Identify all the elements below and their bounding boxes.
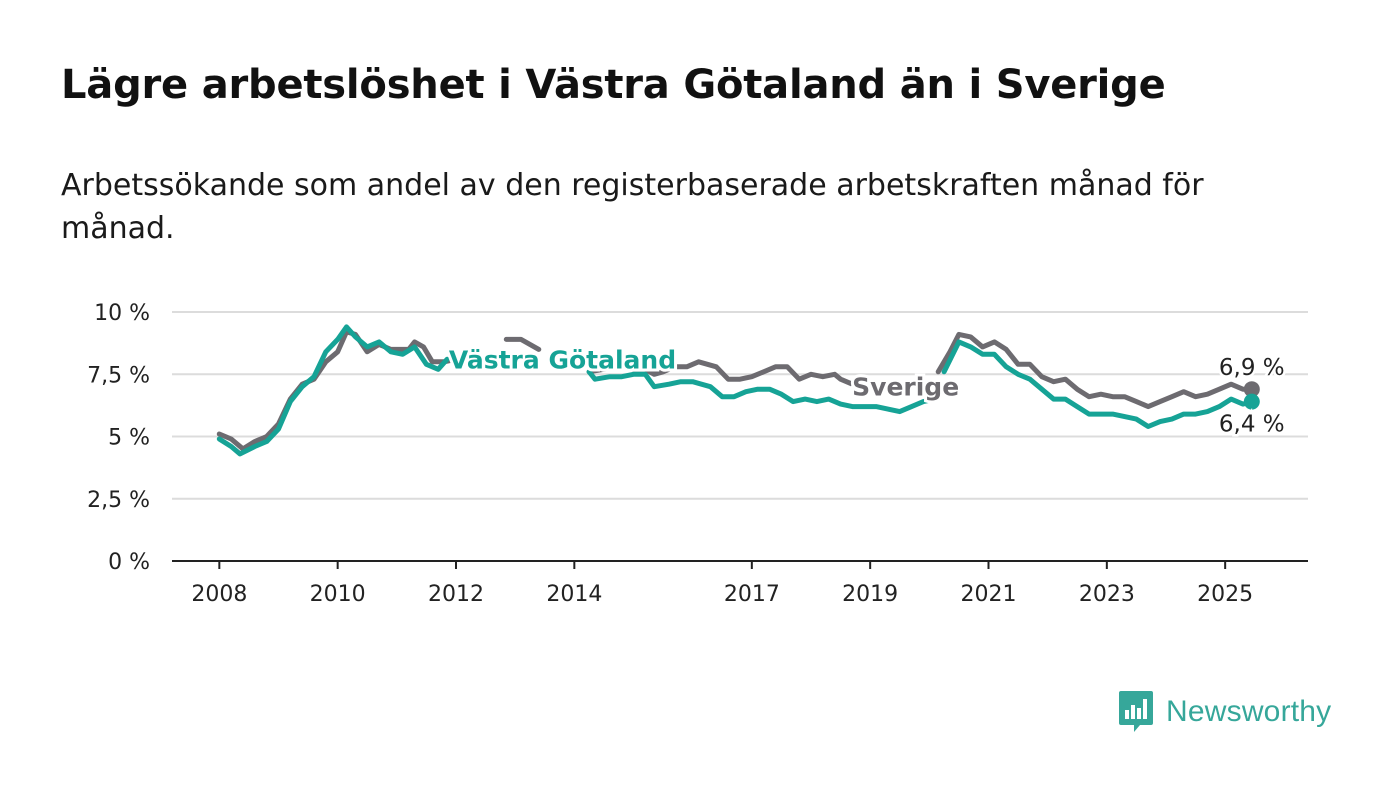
chart-subtitle: Arbetssökande som andel av den registerb… — [61, 168, 1204, 246]
y-tick-label: 7,5 % — [87, 363, 150, 388]
chart-title: Lägre arbetslöshet i Västra Götaland än … — [61, 62, 1166, 108]
series-inline-label: Västra Götaland — [449, 345, 676, 374]
x-tick-label: 2008 — [191, 582, 247, 607]
y-tick-label: 0 % — [108, 550, 150, 575]
y-tick-label: 2,5 % — [87, 488, 150, 513]
end-value-label: 6,9 % — [1219, 355, 1285, 381]
newsworthy-logo-icon — [1119, 691, 1153, 732]
series-line-sverige — [216, 329, 459, 452]
end-value-label: 6,4 % — [1219, 412, 1285, 438]
series-line-sverige — [935, 331, 1255, 410]
newsworthy-brand: Newsworthy — [1118, 690, 1331, 734]
x-tick-label: 2025 — [1197, 582, 1253, 607]
end-point-marker — [1243, 393, 1260, 410]
y-tick-label: 10 % — [94, 301, 150, 326]
x-tick-label: 2012 — [428, 582, 484, 607]
series-inline-label: Sverige — [852, 373, 959, 402]
x-tick-label: 2010 — [310, 582, 366, 607]
series-line-sverige — [586, 359, 873, 392]
x-tick-label: 2019 — [842, 582, 898, 607]
series-line-vastra-gotaland — [216, 324, 450, 457]
end-point-marker — [1243, 381, 1260, 398]
series-line-vastra-gotaland — [941, 339, 1255, 429]
brand-name: Newsworthy — [1166, 695, 1332, 728]
x-tick-label: 2023 — [1079, 582, 1135, 607]
y-tick-label: 5 % — [108, 426, 150, 451]
x-tick-label: 2021 — [961, 582, 1017, 607]
x-tick-label: 2014 — [546, 582, 602, 607]
series-line-sverige — [503, 336, 542, 352]
x-tick-label: 2017 — [724, 582, 780, 607]
series-line-vastra-gotaland — [586, 369, 938, 415]
